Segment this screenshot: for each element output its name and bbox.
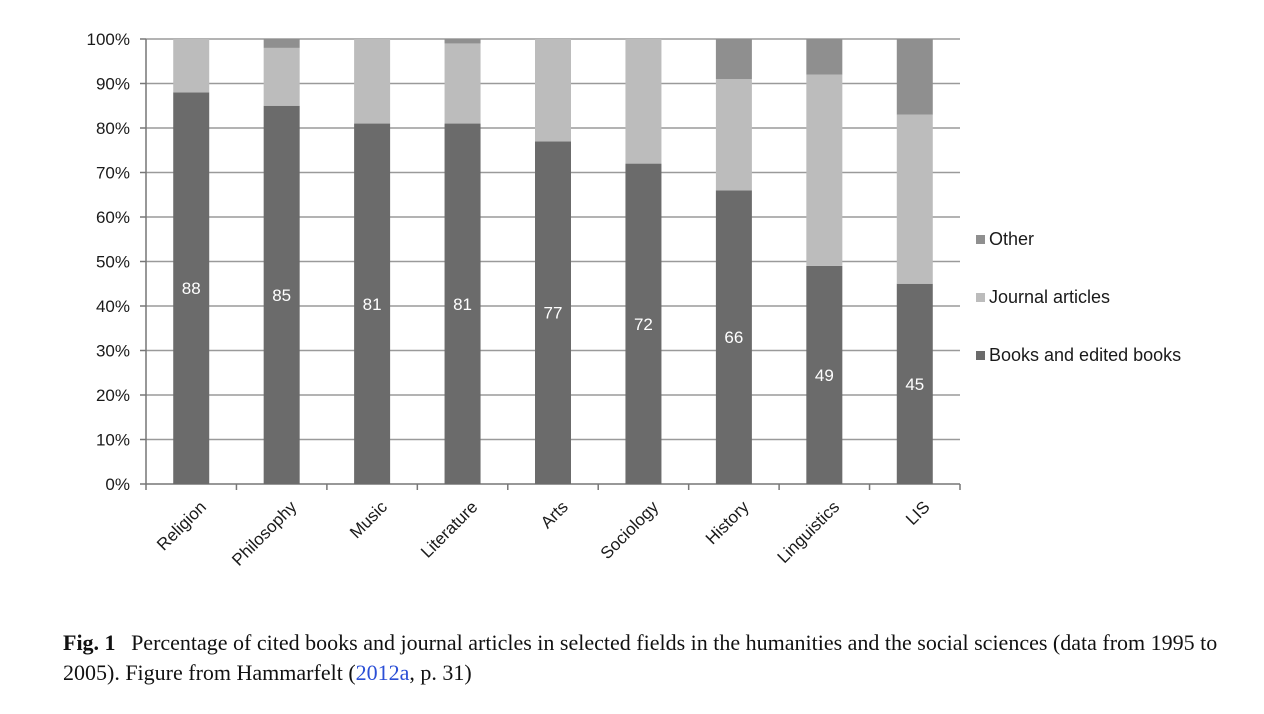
- data-label: 72: [634, 315, 653, 334]
- y-tick-label: 20%: [96, 386, 130, 405]
- y-tick-label: 10%: [96, 431, 130, 450]
- data-label: 49: [815, 366, 834, 385]
- legend-swatch: [976, 351, 985, 360]
- data-label: 45: [905, 375, 924, 394]
- y-tick-label: 30%: [96, 342, 130, 361]
- x-category-label: Religion: [153, 497, 210, 554]
- x-category-label: Philosophy: [228, 497, 301, 570]
- x-category-label: Arts: [537, 497, 572, 532]
- bar-segment-journal-articles-history: [715, 79, 752, 191]
- bar-segment-journal-articles-lis: [896, 114, 933, 284]
- figure-number: Fig. 1: [63, 630, 116, 655]
- legend-swatch: [976, 235, 985, 244]
- bar-segment-journal-articles-philosophy: [263, 47, 300, 106]
- bar-segment-other-linguistics: [806, 39, 843, 75]
- bar-segment-journal-articles-linguistics: [806, 74, 843, 266]
- y-tick-label: 100%: [87, 30, 130, 49]
- caption-text-end: , p. 31): [409, 660, 472, 685]
- bar-segment-other-philosophy: [263, 39, 300, 48]
- bar-segment-journal-articles-arts: [535, 39, 571, 142]
- y-tick-label: 80%: [96, 119, 130, 138]
- bar-segment-journal-articles-music: [354, 39, 391, 124]
- data-label: 88: [182, 279, 201, 298]
- x-axis-category-labels: Religion Philosophy Music Literature Arts Soc…: [153, 497, 933, 570]
- x-category-label: Sociology: [597, 497, 663, 563]
- x-category-label: Linguistics: [774, 497, 844, 567]
- bar-segment-books-and-edited-books-linguistics: [806, 265, 843, 484]
- caption-text: Percentage of cited books and journal ar…: [63, 630, 1218, 685]
- x-category-label: History: [702, 497, 753, 548]
- bar-segment-journal-articles-literature: [444, 43, 481, 124]
- legend-label: Journal articles: [989, 287, 1110, 307]
- data-label: 66: [724, 328, 743, 347]
- bar-segment-other-literature: [444, 39, 481, 44]
- bar-segment-other-history: [715, 39, 752, 80]
- stacked-bar-chart: 88 85 81 81 77 72 66 49 45 0% 10% 20% 30% 40% 50% 60% 7…: [87, 30, 1182, 570]
- data-label: 81: [453, 295, 472, 314]
- bar-segment-books-and-edited-books-music: [354, 123, 391, 485]
- y-tick-label: 60%: [96, 208, 130, 227]
- bar-segment-books-and-edited-books-religion: [173, 92, 210, 485]
- bar-segment-books-and-edited-books-lis: [896, 283, 933, 484]
- y-tick-label: 70%: [96, 164, 130, 183]
- x-category-label: LIS: [902, 497, 933, 528]
- y-tick-label: 40%: [96, 297, 130, 316]
- y-tick-label: 90%: [96, 75, 130, 94]
- x-category-label: Literature: [417, 497, 481, 561]
- bar-segment-journal-articles-sociology: [625, 39, 662, 164]
- citation-link[interactable]: 2012a: [355, 660, 410, 685]
- data-label: 81: [363, 295, 382, 314]
- legend-label: Books and edited books: [989, 345, 1181, 365]
- bars: 88 85 81 81 77 72 66 49 45: [173, 39, 933, 485]
- legend-label: Other: [989, 229, 1034, 249]
- x-category-label: Music: [346, 497, 391, 542]
- bar-segment-books-and-edited-books-philosophy: [263, 105, 300, 484]
- y-axis-tick-labels: 0% 10% 20% 30% 40% 50% 60% 70% 80% 90% 100%: [87, 30, 130, 494]
- y-tick-label: 0%: [105, 475, 130, 494]
- bar-segment-books-and-edited-books-history: [715, 190, 752, 485]
- bar-segment-other-lis: [896, 39, 933, 115]
- bar-segment-books-and-edited-books-arts: [535, 141, 571, 484]
- bar-segment-journal-articles-religion: [173, 39, 210, 93]
- bar-segment-books-and-edited-books-literature: [444, 123, 481, 485]
- data-label: 85: [272, 286, 291, 305]
- figure-caption: Fig. 1 Percentage of cited books and jou…: [63, 628, 1243, 688]
- data-label: 77: [544, 304, 563, 323]
- legend: Other Journal articles Books and edited bo…: [976, 229, 1181, 365]
- legend-swatch: [976, 293, 985, 302]
- bar-segment-books-and-edited-books-sociology: [625, 163, 662, 484]
- y-tick-label: 50%: [96, 253, 130, 272]
